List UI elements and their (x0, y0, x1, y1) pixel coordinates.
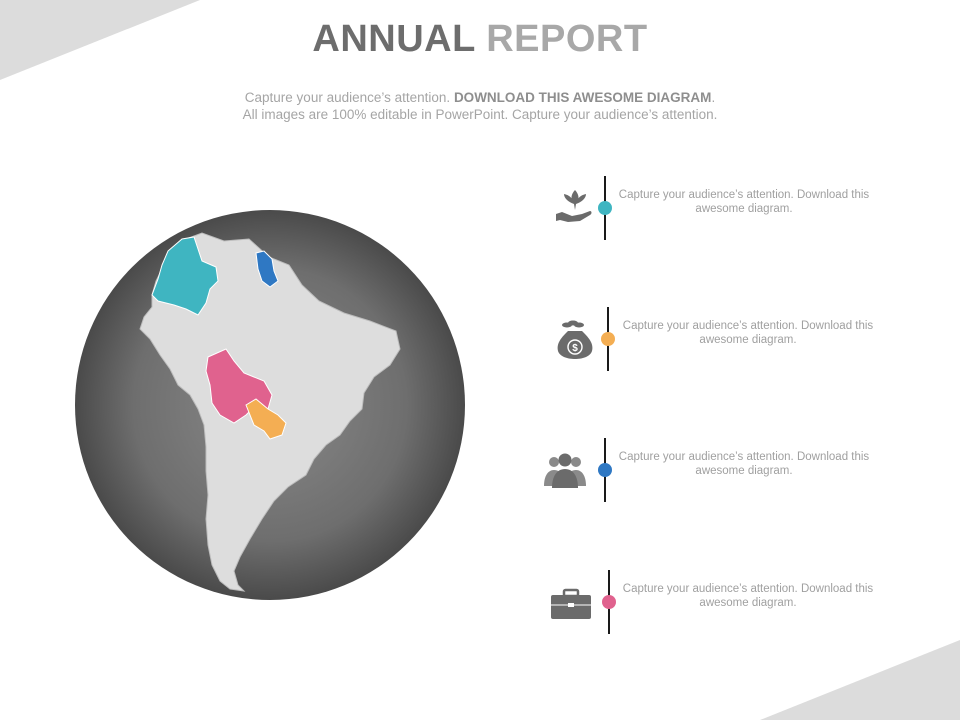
svg-text:$: $ (572, 343, 578, 354)
subtitle-line1-end: . (711, 90, 716, 105)
globe-map (74, 209, 466, 601)
color-marker (598, 201, 612, 215)
globe-svg (75, 210, 465, 600)
list-item-3: Capture your audience’s attention. Downl… (542, 438, 942, 504)
page-title: ANNUAL REPORT (0, 18, 960, 61)
briefcase-icon (551, 588, 591, 619)
subtitle: Capture your audience’s attention. DOWNL… (0, 89, 960, 123)
plant-in-hand-icon (556, 190, 592, 222)
guyana-region (255, 250, 279, 288)
list-item-4: Capture your audience’s attention. Downl… (548, 570, 948, 636)
people-group-icon (544, 453, 586, 488)
colombia-region (151, 236, 219, 316)
color-marker (602, 595, 616, 609)
list-item-1: Capture your audience’s attention. Downl… (552, 176, 952, 242)
paraguay-region (245, 398, 287, 440)
item-text: Capture your audience’s attention. Downl… (618, 189, 870, 215)
title-part-annual: ANNUAL (312, 18, 476, 60)
item-text: Capture your audience’s attention. Downl… (622, 320, 874, 346)
list-item-2: $ Capture your audience’s attention. Dow… (552, 307, 952, 373)
item-text: Capture your audience’s attention. Downl… (618, 451, 870, 477)
color-marker (601, 332, 615, 346)
bottom-right-corner-shape (760, 640, 960, 720)
title-part-report: REPORT (486, 18, 648, 60)
item-text: Capture your audience’s attention. Downl… (622, 583, 874, 609)
subtitle-line2: All images are 100% editable in PowerPoi… (242, 107, 718, 122)
color-marker (598, 463, 612, 477)
subtitle-line1-bold: DOWNLOAD THIS AWESOME DIAGRAM (453, 90, 712, 105)
subtitle-line1-plain: Capture your audience’s attention. (244, 90, 451, 105)
money-bag-icon: $ (557, 320, 593, 359)
